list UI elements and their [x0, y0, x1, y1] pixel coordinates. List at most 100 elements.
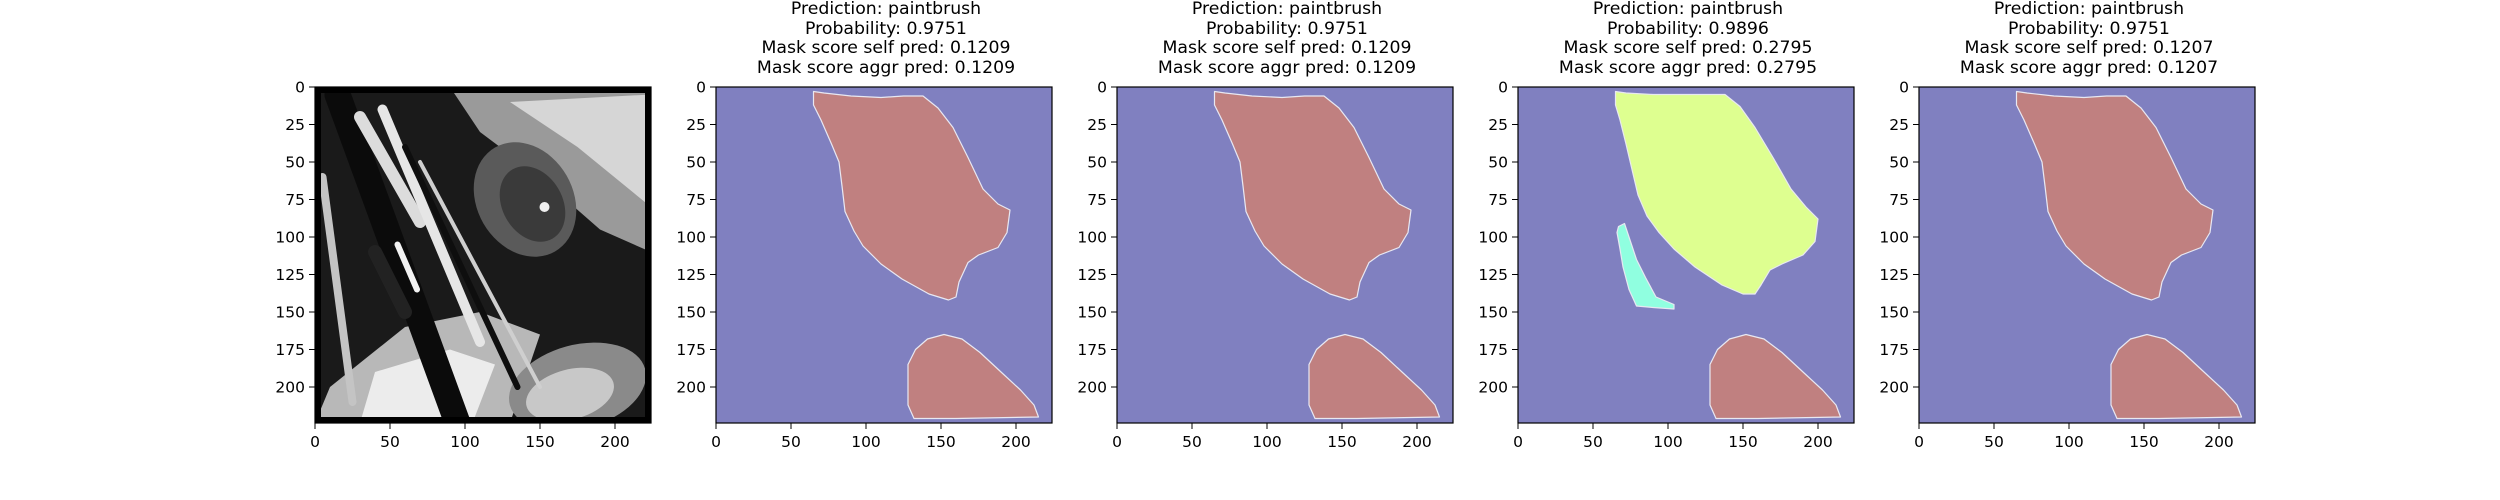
input-image-panel: 0 50 100 150 200 0 25 50 75 100 125 150 175 200: [275, 0, 655, 500]
y-tick-label: 125: [1478, 266, 1508, 284]
mask-panel-3: Prediction: paintbrush Probability: 0.98…: [1478, 0, 1858, 500]
y-tick-label: 125: [1879, 266, 1909, 284]
x-tick-label: 0: [1513, 433, 1523, 451]
photo-brush-ferrule: [368, 245, 412, 319]
x-tick-label: 150: [926, 433, 956, 451]
title-prediction: Prediction: paintbrush: [1191, 0, 1383, 19]
photo-brush-1: [354, 111, 426, 228]
mask-panel-2: Prediction: paintbrush Probability: 0.97…: [1077, 0, 1457, 500]
title-mask-score-aggr: Mask score aggr pred: 0.2795: [1558, 57, 1818, 78]
x-tick-label: 200: [1402, 433, 1432, 451]
y-tick-label: 50: [1889, 154, 1909, 172]
y-tick-label: 0: [1899, 79, 1909, 97]
x-tick-label: 150: [1327, 433, 1357, 451]
y-tick-label: 50: [686, 154, 706, 172]
title-mask-score-aggr: Mask score aggr pred: 0.1209: [756, 57, 1016, 78]
y-tick-label: 175: [1077, 341, 1107, 359]
y-tick-label: 200: [1077, 379, 1107, 397]
y-tick-label: 0: [1498, 79, 1508, 97]
x-tick-label: 200: [1001, 433, 1031, 451]
x-tick-label: 50: [1583, 433, 1603, 451]
x-tick-label: 100: [851, 433, 881, 451]
y-tick-label: 75: [285, 191, 305, 209]
title-mask-score-aggr: Mask score aggr pred: 0.1209: [1157, 57, 1417, 78]
title-prediction: Prediction: paintbrush: [1592, 0, 1784, 19]
y-tick-label: 150: [275, 304, 305, 322]
mask-axes-2: 0 50 100 150 200 0 25 50 75 100 125 150 175 200: [1077, 79, 1454, 451]
y-tick-label: 175: [1478, 341, 1508, 359]
panel-title: Prediction: paintbrush Probability: 0.97…: [716, 0, 1056, 78]
photo-border: [315, 87, 651, 423]
mask-image: [1919, 87, 2255, 423]
photo-jar-glint: [539, 202, 550, 212]
mask-region-1: [812, 90, 1011, 301]
photo-brush-ferrule-glint: [394, 241, 420, 293]
photo-highlight-area: [510, 94, 651, 207]
x-tick-label: 0: [1112, 433, 1122, 451]
y-tick-label: 75: [1889, 191, 1909, 209]
y-tick-label: 100: [1077, 229, 1107, 247]
panel-title: Prediction: paintbrush Probability: 0.98…: [1518, 0, 1858, 78]
panel-title: Prediction: paintbrush Probability: 0.97…: [1117, 0, 1457, 78]
axes-frame: [1918, 86, 2256, 424]
y-tick-label: 150: [676, 304, 706, 322]
title-mask-score-aggr: Mask score aggr pred: 0.1207: [1959, 57, 2219, 78]
mask-axes-4: 0 50 100 150 200 0 25 50 75 100 125 150 175 200: [1879, 79, 2256, 451]
x-tick-label: 50: [781, 433, 801, 451]
mask-region-1: [1213, 90, 1412, 301]
photo-brush-2: [377, 104, 485, 347]
y-tick-label: 25: [1488, 116, 1508, 134]
x-tick-label: 200: [1803, 433, 1833, 451]
y-tick-label: 25: [1087, 116, 1107, 134]
mask-image: [1117, 87, 1453, 423]
x-tick-label: 50: [380, 433, 400, 451]
mask-region-2: [2110, 333, 2243, 420]
mask-region-2: [1308, 333, 1441, 420]
mask-image: [1518, 87, 1854, 423]
x-tick-label: 200: [600, 433, 630, 451]
x-tick-label: 100: [1653, 433, 1683, 451]
x-tick-label: 0: [310, 433, 320, 451]
mask-region-1: [2015, 90, 2214, 301]
y-tick-label: 50: [1087, 154, 1107, 172]
title-probability: Probability: 0.9751: [1206, 18, 1368, 39]
y-tick-label: 75: [1488, 191, 1508, 209]
title-prediction: Prediction: paintbrush: [1993, 0, 2185, 19]
y-tick-label: 0: [295, 79, 305, 97]
mask-axes-3: 0 50 100 150 200 0 25 50 75 100 125 150 175 200: [1478, 79, 1855, 451]
title-mask-score-self: Mask score self pred: 0.1207: [1964, 38, 2214, 58]
x-tick-label: 150: [2129, 433, 2159, 451]
title-mask-score-self: Mask score self pred: 0.2795: [1563, 38, 1813, 58]
y-tick-label: 25: [285, 116, 305, 134]
y-tick-label: 125: [676, 266, 706, 284]
y-tick-label: 175: [275, 341, 305, 359]
y-tick-label: 50: [1488, 154, 1508, 172]
y-tick-label: 100: [275, 229, 305, 247]
y-tick-label: 175: [676, 341, 706, 359]
x-tick-label: 150: [1728, 433, 1758, 451]
y-tick-label: 200: [1879, 379, 1909, 397]
panel-title: Prediction: paintbrush Probability: 0.97…: [1919, 0, 2259, 78]
mask-region-3: [1709, 333, 1842, 420]
y-tick-label: 50: [285, 154, 305, 172]
x-tick-label: 100: [450, 433, 480, 451]
mask-panel-4: Prediction: paintbrush Probability: 0.97…: [1879, 0, 2259, 500]
photo-jar-inner: [499, 166, 566, 242]
y-tick-label: 150: [1879, 304, 1909, 322]
mask-region-2: [1616, 222, 1675, 310]
x-tick-label: 0: [711, 433, 721, 451]
y-tick-label: 100: [1879, 229, 1909, 247]
y-tick-label: 75: [686, 191, 706, 209]
photo-brush-3: [402, 144, 521, 390]
y-tick-label: 100: [676, 229, 706, 247]
y-tick-label: 200: [275, 379, 305, 397]
y-tick-label: 125: [275, 266, 305, 284]
y-tick-label: 75: [1087, 191, 1107, 209]
y-tick-label: 125: [1077, 266, 1107, 284]
title-probability: Probability: 0.9896: [1607, 18, 1769, 39]
y-tick-label: 200: [1478, 379, 1508, 397]
photo-glass-rim: [526, 367, 614, 422]
mask-panel-1: Prediction: paintbrush Probability: 0.97…: [676, 0, 1056, 500]
axes-frame: [715, 86, 1053, 424]
y-tick-label: 25: [1889, 116, 1909, 134]
